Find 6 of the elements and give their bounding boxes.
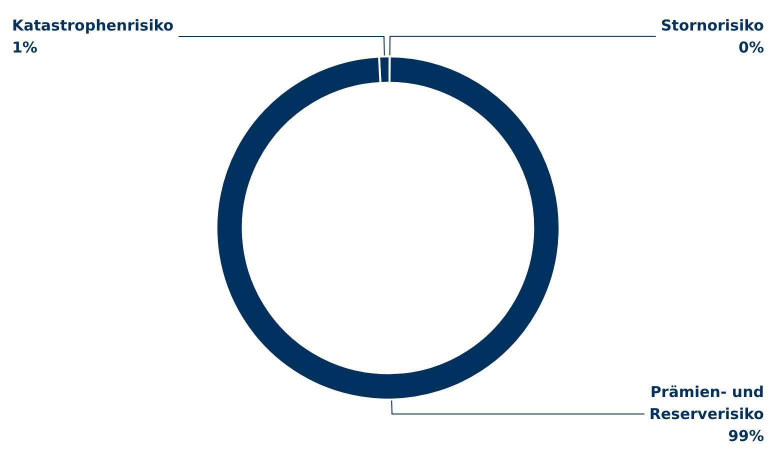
slice-label: Katastrophenrisiko [12,16,174,34]
category-label: Stornorisiko [660,16,764,34]
data-label: 99% [728,427,764,445]
slice-label: Prämien- und Reserverisiko [649,383,764,423]
data-label: 1% [12,38,38,56]
text: 0% [738,38,764,56]
